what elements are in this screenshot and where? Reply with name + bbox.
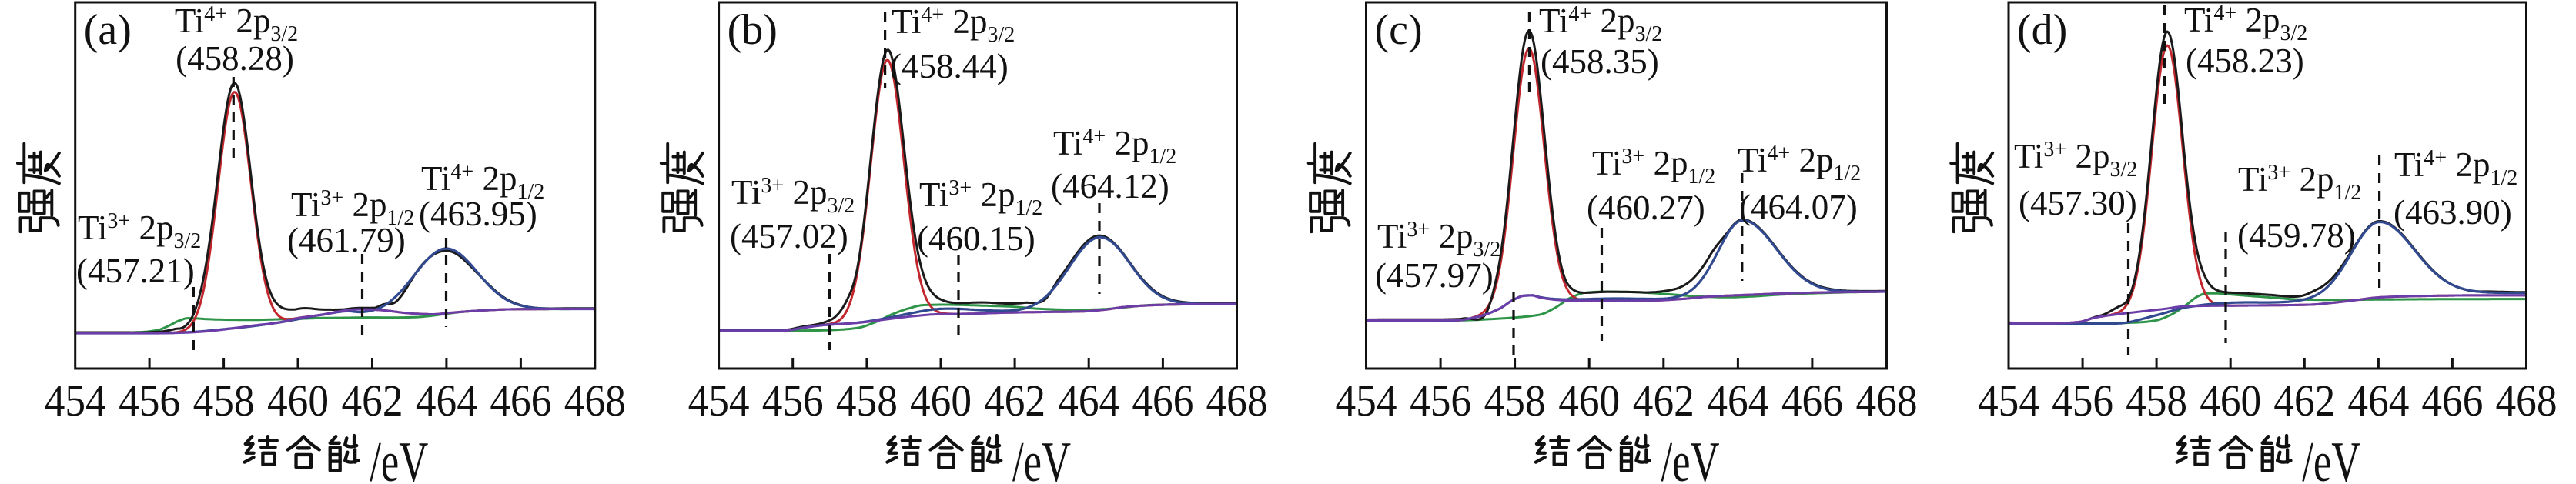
svg-text:468: 468 bbox=[564, 376, 626, 426]
svg-text:(c): (c) bbox=[1375, 6, 1423, 54]
svg-text:462: 462 bbox=[1633, 376, 1694, 426]
svg-text:Ti3+ 2p3/2: Ti3+ 2p3/2 bbox=[2014, 137, 2137, 182]
svg-text:456: 456 bbox=[2052, 376, 2113, 426]
svg-text:468: 468 bbox=[1206, 376, 1268, 426]
svg-text:Ti3+ 2p3/2: Ti3+ 2p3/2 bbox=[78, 209, 201, 253]
svg-text:466: 466 bbox=[490, 376, 551, 426]
svg-text:(461.79): (461.79) bbox=[287, 221, 406, 259]
svg-text:(463.90): (463.90) bbox=[2394, 193, 2512, 232]
svg-text:454: 454 bbox=[688, 376, 750, 426]
svg-text:(d): (d) bbox=[2017, 6, 2067, 54]
svg-text:462: 462 bbox=[2273, 376, 2335, 426]
svg-text:462: 462 bbox=[984, 376, 1045, 426]
svg-text:(457.02): (457.02) bbox=[730, 217, 848, 255]
svg-text:(458.23): (458.23) bbox=[2186, 42, 2304, 80]
svg-text:(a): (a) bbox=[84, 6, 132, 54]
svg-text:(458.28): (458.28) bbox=[176, 39, 294, 78]
svg-text:466: 466 bbox=[2421, 376, 2483, 426]
svg-text:458: 458 bbox=[836, 376, 898, 426]
svg-text:Ti4+ 2p3/2: Ti4+ 2p3/2 bbox=[2184, 1, 2307, 45]
svg-text:Ti4+ 2p3/2: Ti4+ 2p3/2 bbox=[892, 2, 1015, 47]
svg-text:(457.30): (457.30) bbox=[2019, 184, 2137, 222]
svg-text:(457.97): (457.97) bbox=[1375, 256, 1494, 295]
svg-text:(460.27): (460.27) bbox=[1587, 189, 1705, 227]
svg-text:458: 458 bbox=[1484, 376, 1546, 426]
svg-text:(460.15): (460.15) bbox=[917, 219, 1035, 258]
svg-text:464: 464 bbox=[1707, 376, 1768, 426]
svg-text:(464.12): (464.12) bbox=[1051, 167, 1169, 205]
svg-text:(463.95): (463.95) bbox=[419, 195, 537, 233]
svg-text:Ti4+ 2p1/2: Ti4+ 2p1/2 bbox=[1053, 124, 1176, 169]
svg-text:(b): (b) bbox=[728, 6, 778, 54]
svg-text:456: 456 bbox=[762, 376, 824, 426]
svg-text:(458.35): (458.35) bbox=[1541, 42, 1659, 81]
svg-text:454: 454 bbox=[1978, 376, 2039, 426]
svg-text:Ti3+ 2p1/2: Ti3+ 2p1/2 bbox=[291, 185, 414, 230]
svg-text:/eV: /eV bbox=[1661, 431, 1720, 484]
svg-text:456: 456 bbox=[119, 376, 180, 426]
svg-text:(457.21): (457.21) bbox=[76, 252, 195, 290]
svg-text:/eV: /eV bbox=[2302, 431, 2360, 484]
svg-text:460: 460 bbox=[267, 376, 329, 426]
svg-text:(459.78): (459.78) bbox=[2237, 216, 2356, 255]
svg-text:464: 464 bbox=[416, 376, 477, 426]
svg-text:/eV: /eV bbox=[370, 431, 428, 484]
svg-text:456: 456 bbox=[1410, 376, 1471, 426]
svg-text:458: 458 bbox=[2126, 376, 2187, 426]
svg-text:454: 454 bbox=[1336, 376, 1397, 426]
svg-text:462: 462 bbox=[342, 376, 403, 426]
svg-text:460: 460 bbox=[1558, 376, 1620, 426]
svg-text:(464.07): (464.07) bbox=[1739, 188, 1858, 226]
svg-text:468: 468 bbox=[2496, 376, 2558, 426]
svg-text:464: 464 bbox=[1058, 376, 1119, 426]
svg-text:458: 458 bbox=[193, 376, 255, 426]
svg-text:454: 454 bbox=[45, 376, 106, 426]
svg-text:468: 468 bbox=[1856, 376, 1918, 426]
svg-text:466: 466 bbox=[1781, 376, 1843, 426]
svg-text:(458.44): (458.44) bbox=[890, 47, 1009, 85]
svg-text:466: 466 bbox=[1132, 376, 1193, 426]
svg-text:460: 460 bbox=[2200, 376, 2261, 426]
svg-text:460: 460 bbox=[910, 376, 972, 426]
svg-text:464: 464 bbox=[2347, 376, 2409, 426]
svg-text:/eV: /eV bbox=[1012, 431, 1071, 484]
